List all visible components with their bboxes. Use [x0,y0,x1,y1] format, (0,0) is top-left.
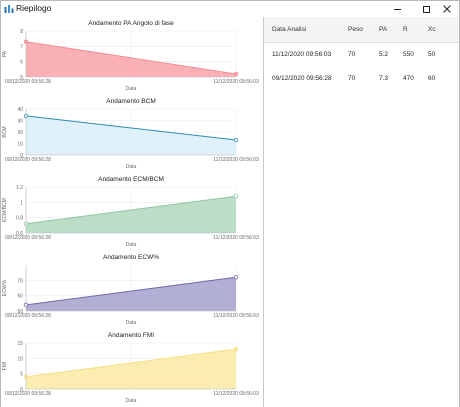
y-tick-label: 20 [17,130,23,136]
minimize-icon [393,8,401,10]
y-tick-label: 60 [17,294,23,300]
minimize-button[interactable] [385,1,409,17]
series-line-pa [25,41,237,75]
chart-title-ecw: Andamento ECW% [103,254,159,261]
x-tick-label: 09/12/2020 09:56:28 [5,313,51,319]
x-axis-label: Data [126,164,137,170]
area-ecm-bcm [26,196,236,233]
x-tick-label: 11/12/2020 09:56:03 [213,79,259,85]
y-tick-label: 50 [17,309,23,315]
y-axis-label: PA [2,50,8,57]
cell-peso: 70 [348,75,356,82]
y-axis-label: BCM [2,126,8,137]
y-tick-label: 30 [17,119,23,125]
cell-r: 550 [403,51,414,58]
close-icon [443,5,451,13]
data-point [233,275,239,280]
y-tick-label: 40 [17,107,23,113]
cell-pa: 5.2 [379,51,389,58]
y-tick-label: 0 [20,387,23,393]
x-tick-label: 09/12/2020 09:56:28 [5,235,51,241]
x-tick-label: 11/12/2020 09:56:03 [213,391,259,397]
chart-title-ecm-bcm: Andamento ECM/BCM [98,176,164,183]
chart-title-bcm: Andamento BCM [106,98,156,105]
column-header-xc[interactable]: Xc [428,26,436,33]
series-line-bcm [25,115,237,141]
x-axis-label: Data [126,242,137,248]
chart-title-pa: Andamento PA Angolo di fase [88,20,174,27]
x-axis-label: Data [126,398,137,404]
y-tick-label: 1.2 [16,185,23,191]
y-tick-label: 70 [17,278,23,284]
column-header-data-analisi[interactable]: Data Analisi [272,26,307,33]
y-axis-label: ECM/BCM [2,198,8,222]
column-header-peso[interactable]: Peso [348,26,363,33]
y-tick-label: 6 [20,60,23,66]
y-tick-label: 0.8 [16,216,23,222]
cell-peso: 70 [348,51,356,58]
area-bcm [26,115,236,155]
y-tick-label: 5 [20,75,23,81]
y-tick-label: 1 [20,200,23,206]
y-tick-label: 5 [20,372,23,378]
area-fmi [26,349,236,389]
table-header: Data Analisi Peso PA R Xc [264,17,459,43]
table-row[interactable]: 11/12/2020 09:56:03 70 5.2 550 50 [264,43,459,67]
window-title: Riepilogo [16,3,52,13]
area-pa [26,41,236,77]
series-line-fmi [25,348,237,378]
analysis-table: Data Analisi Peso PA R Xc 11/12/2020 09:… [264,17,459,407]
y-tick-label: 8 [20,29,23,35]
maximize-button[interactable] [414,1,438,17]
y-axis-label: FMI [2,362,8,371]
data-point [233,71,239,77]
cell-xc: 60 [428,75,436,82]
x-axis-label: Data [126,86,137,92]
y-tick-label: 0 [20,153,23,159]
y-tick-label: 15 [17,341,23,347]
data-point [233,346,239,352]
x-tick-label: 09/12/2020 09:56:28 [5,79,51,85]
y-tick-label: 7 [20,44,23,50]
cell-xc: 50 [428,51,436,58]
x-tick-label: 09/12/2020 09:56:28 [5,391,51,397]
cell-data-analisi: 11/12/2020 09:56:03 [272,51,332,58]
series-line-ecm-bcm [25,195,237,225]
cell-data-analisi: 09/12/2020 09:56:28 [272,75,332,82]
chart-title-fmi: Andamento FMI [108,332,154,339]
charts-canvas: Andamento PA Angolo di fase 5 6 7 8 09/12/202… [2,20,259,404]
x-tick-label: 09/12/2020 09:56:28 [5,157,51,163]
y-tick-label: 10 [17,142,23,148]
y-tick-label: 10 [17,356,23,362]
table-row[interactable]: 09/12/2020 09:56:28 70 7.3 470 60 [264,67,459,91]
app-icon [4,5,14,13]
maximize-icon [422,5,430,13]
close-button[interactable] [435,1,459,17]
y-axis-label: ECW% [2,279,8,296]
x-tick-label: 11/12/2020 09:56:03 [213,313,259,319]
x-axis-label: Data [126,320,137,326]
column-header-pa[interactable]: PA [379,26,388,33]
x-tick-label: 11/12/2020 09:56:03 [213,157,259,163]
data-point [233,137,239,143]
x-tick-label: 11/12/2020 09:56:03 [213,235,259,241]
data-point [233,193,239,199]
panel-divider[interactable] [263,17,264,407]
cell-pa: 7.3 [379,75,389,82]
column-header-r[interactable]: R [403,26,408,33]
charts-panel[interactable]: Andamento PA Angolo di fase 5 6 7 8 09/12/202… [1,17,264,407]
area-ecw [26,277,236,311]
title-bar[interactable]: Riepilogo [1,1,459,17]
y-tick-label: 0.6 [16,231,23,237]
cell-r: 470 [403,75,414,82]
series-line-ecw [25,276,237,306]
